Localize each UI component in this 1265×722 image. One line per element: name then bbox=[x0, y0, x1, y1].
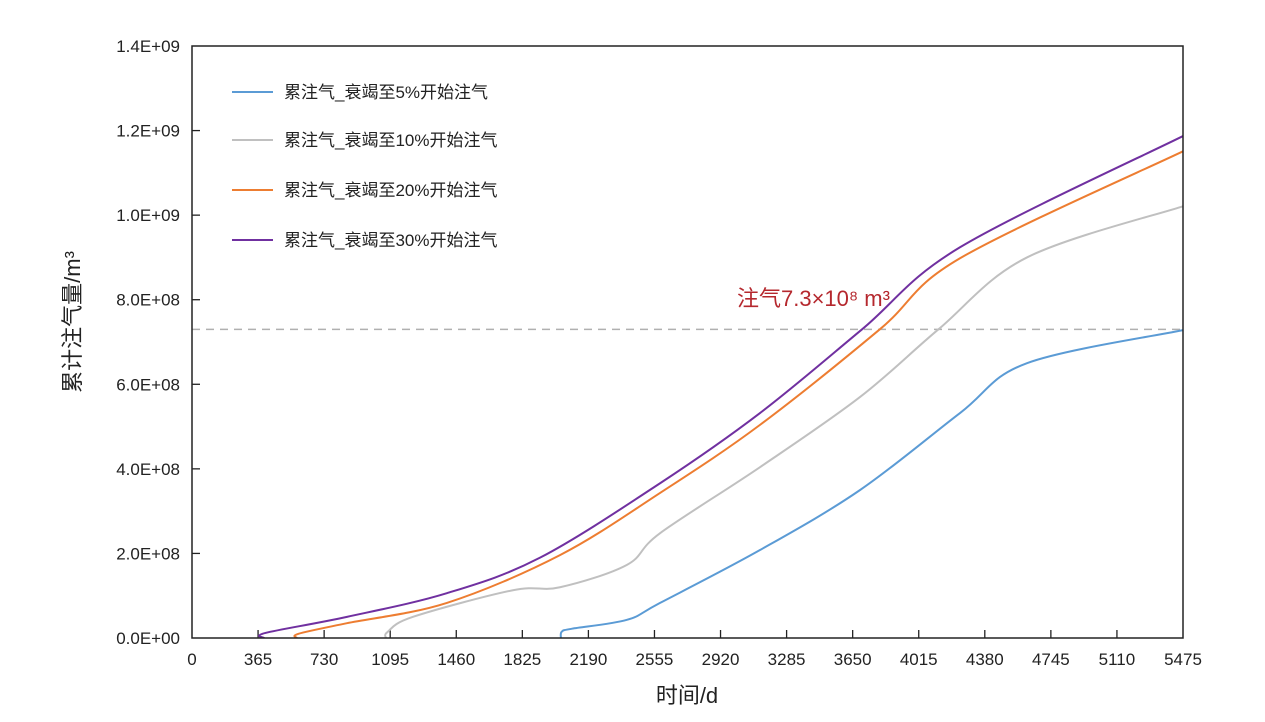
y-tick-label: 2.0E+08 bbox=[116, 544, 180, 563]
x-axis: 0 365 730 1095 1460 1825 2190 2555 2920 3285 3650 4… bbox=[187, 630, 1202, 669]
y-tick-label: 4.0E+08 bbox=[116, 460, 180, 479]
legend-label: 累注气_衰竭至10%开始注气 bbox=[284, 131, 497, 150]
x-tick-label: 2920 bbox=[702, 650, 740, 669]
x-tick-label: 0 bbox=[187, 650, 196, 669]
y-tick-label: 8.0E+08 bbox=[116, 291, 180, 310]
x-tick-label: 730 bbox=[310, 650, 338, 669]
series-lines bbox=[258, 135, 1184, 639]
y-tick-label: 1.2E+09 bbox=[116, 122, 180, 141]
y-tick-label: 6.0E+08 bbox=[116, 375, 180, 394]
legend-label: 累注气_衰竭至5%开始注气 bbox=[284, 83, 488, 102]
x-tick-label: 4015 bbox=[900, 650, 938, 669]
x-tick-label: 5110 bbox=[1099, 650, 1136, 669]
y-tick-label: 1.0E+09 bbox=[116, 206, 180, 225]
series-line bbox=[293, 150, 1184, 639]
x-tick-label: 5475 bbox=[1164, 650, 1202, 669]
series-line bbox=[258, 135, 1184, 639]
plot-frame bbox=[191, 45, 1184, 639]
legend: 累注气_衰竭至5%开始注气累注气_衰竭至10%开始注气累注气_衰竭至20%开始注… bbox=[232, 83, 497, 250]
series-line bbox=[559, 329, 1184, 639]
y-axis: 0.0E+00 2.0E+08 4.0E+08 6.0E+08 8.0E+08 1.0E+… bbox=[116, 37, 200, 648]
legend-label: 累注气_衰竭至30%开始注气 bbox=[284, 231, 497, 250]
legend-label: 累注气_衰竭至20%开始注气 bbox=[284, 181, 497, 200]
series-line bbox=[384, 205, 1184, 639]
x-tick-label: 3285 bbox=[768, 650, 806, 669]
y-tick-label: 1.4E+09 bbox=[116, 37, 180, 56]
x-tick-label: 3650 bbox=[834, 650, 872, 669]
x-tick-label: 1825 bbox=[503, 650, 541, 669]
y-axis-label: 累计注气量/m³ bbox=[60, 251, 85, 393]
x-tick-label: 2555 bbox=[636, 650, 674, 669]
x-tick-label: 2190 bbox=[569, 650, 607, 669]
x-tick-label: 1460 bbox=[437, 650, 475, 669]
x-tick-label: 365 bbox=[244, 650, 272, 669]
x-axis-label: 时间/d bbox=[656, 683, 718, 708]
annotation: 注气7.3×10⁸ m³ bbox=[737, 286, 890, 311]
x-tick-label: 4380 bbox=[966, 650, 1004, 669]
y-tick-label: 0.0E+00 bbox=[116, 629, 180, 648]
x-tick-label: 1095 bbox=[371, 650, 409, 669]
x-tick-label: 4745 bbox=[1032, 650, 1070, 669]
